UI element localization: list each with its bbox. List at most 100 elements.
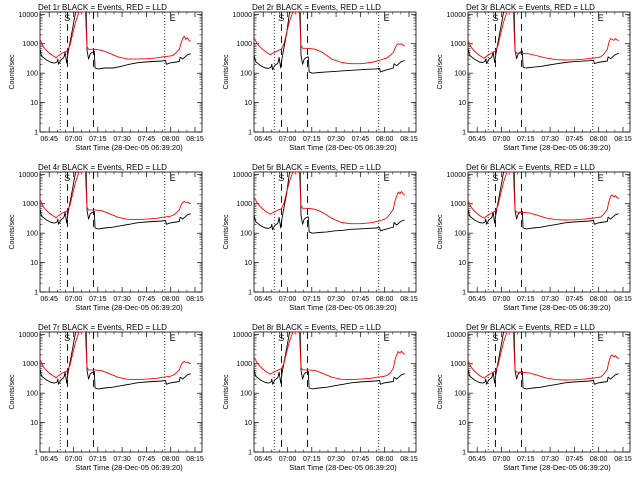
y-tick-label: 1 xyxy=(248,290,252,297)
series-line-events xyxy=(40,172,191,230)
series-line-lld xyxy=(468,332,619,381)
marker-label-start: S xyxy=(64,173,70,183)
axes-frame xyxy=(39,171,203,293)
y-tick-label: 10000 xyxy=(19,172,39,179)
y-tick-label: 10 xyxy=(458,100,466,107)
chart-panel-2: Det 2r BLACK = Events, RED = LLD 1 10 100 10… xyxy=(223,3,418,152)
x-tick-label: 07:15 xyxy=(303,456,321,463)
y-tick-label: 10 xyxy=(458,420,466,427)
chart-panel-9: Det 9r BLACK = Events, RED = LLD 1 10 100 10… xyxy=(437,323,632,472)
x-tick-label: 08:15 xyxy=(614,136,632,143)
x-axis-label: Start Time (28-Dec-05 06:39:20) xyxy=(503,463,611,472)
x-tick-label: 08:15 xyxy=(186,456,204,463)
y-tick-label: 10000 xyxy=(447,12,467,19)
x-tick-label: 08:15 xyxy=(186,296,204,303)
x-tick-label: 08:00 xyxy=(590,456,608,463)
series-group xyxy=(40,332,191,390)
series-group xyxy=(40,172,191,230)
y-tick-label: 1 xyxy=(34,450,38,457)
axes-frame xyxy=(253,171,417,293)
y-tick-label: 1 xyxy=(248,130,252,137)
y-tick-label: 1000 xyxy=(450,41,466,48)
y-tick-label: 1 xyxy=(462,450,466,457)
x-tick-label: 07:30 xyxy=(113,296,131,303)
series-group xyxy=(254,172,405,234)
x-axis-label: Start Time (28-Dec-05 06:39:20) xyxy=(503,143,611,152)
y-tick-label: 10 xyxy=(244,100,252,107)
x-tick-label: 07:15 xyxy=(517,456,535,463)
panel-title: Det 8r BLACK = Events, RED = LLD xyxy=(252,323,381,332)
panel-title: Det 3r BLACK = Events, RED = LLD xyxy=(466,3,595,12)
y-tick-label: 10 xyxy=(458,260,466,267)
x-tick-label: 07:00 xyxy=(279,456,297,463)
panel-title: Det 7r BLACK = Events, RED = LLD xyxy=(38,323,167,332)
y-tick-label: 100 xyxy=(454,391,466,398)
x-axis-label: Start Time (28-Dec-05 06:39:20) xyxy=(289,463,397,472)
y-tick-label: 10 xyxy=(30,100,38,107)
y-tick-label: 100 xyxy=(26,231,38,238)
series-line-events xyxy=(40,12,191,70)
y-tick-label: 10000 xyxy=(233,12,253,19)
chart-panel-8: Det 8r BLACK = Events, RED = LLD 1 10 100 10… xyxy=(223,323,418,472)
x-tick-label: 06:45 xyxy=(40,456,58,463)
x-tick-label: 07:00 xyxy=(493,456,511,463)
y-tick-label: 10 xyxy=(30,260,38,267)
x-tick-label: 08:00 xyxy=(376,296,394,303)
y-tick-label: 1000 xyxy=(450,361,466,368)
y-tick-label: 10000 xyxy=(19,332,39,339)
y-axis-label: Counts/sec xyxy=(223,54,230,90)
y-tick-label: 1000 xyxy=(22,361,38,368)
x-tick-label: 07:15 xyxy=(89,456,107,463)
series-group xyxy=(254,12,405,74)
y-tick-label: 10000 xyxy=(233,332,253,339)
x-tick-label: 08:00 xyxy=(376,136,394,143)
chart-panel-5: Det 5r BLACK = Events, RED = LLD 1 10 100 10… xyxy=(223,163,418,312)
marker-label-end: E xyxy=(170,333,176,343)
panel-title: Det 2r BLACK = Events, RED = LLD xyxy=(252,3,381,12)
marker-label-end: E xyxy=(598,173,604,183)
marker-label-end: E xyxy=(384,13,390,23)
marker-label-end: E xyxy=(598,333,604,343)
x-tick-label: 06:45 xyxy=(254,136,272,143)
x-tick-label: 06:45 xyxy=(468,456,486,463)
axes-frame xyxy=(467,331,631,453)
series-line-events xyxy=(40,332,191,390)
x-tick-label: 08:15 xyxy=(614,456,632,463)
x-tick-label: 07:45 xyxy=(352,456,370,463)
x-tick-label: 07:30 xyxy=(327,456,345,463)
y-axis-label: Counts/sec xyxy=(223,374,230,410)
y-axis-label: Counts/sec xyxy=(437,214,444,250)
x-tick-label: 06:45 xyxy=(468,296,486,303)
x-tick-label: 07:00 xyxy=(493,136,511,143)
x-axis-label: Start Time (28-Dec-05 06:39:20) xyxy=(289,143,397,152)
y-tick-label: 10 xyxy=(244,260,252,267)
x-tick-label: 07:30 xyxy=(541,136,559,143)
marker-label-start: S xyxy=(278,13,284,23)
marker-label-start: S xyxy=(278,333,284,343)
x-tick-label: 07:45 xyxy=(566,136,584,143)
x-axis-label: Start Time (28-Dec-05 06:39:20) xyxy=(75,303,183,312)
x-axis-label: Start Time (28-Dec-05 06:39:20) xyxy=(75,463,183,472)
x-tick-label: 07:45 xyxy=(566,296,584,303)
x-tick-label: 07:00 xyxy=(279,136,297,143)
marker-label-start: S xyxy=(492,173,498,183)
y-tick-label: 10000 xyxy=(447,172,467,179)
y-axis-label: Counts/sec xyxy=(9,374,16,410)
x-axis-label: Start Time (28-Dec-05 06:39:20) xyxy=(503,303,611,312)
x-tick-label: 07:00 xyxy=(279,296,297,303)
x-tick-label: 06:45 xyxy=(40,136,58,143)
x-tick-label: 07:30 xyxy=(327,296,345,303)
panel-title: Det 5r BLACK = Events, RED = LLD xyxy=(252,163,381,172)
y-axis-label: Counts/sec xyxy=(9,214,16,250)
marker-label-end: E xyxy=(384,173,390,183)
y-tick-label: 100 xyxy=(454,231,466,238)
series-line-lld xyxy=(40,332,191,381)
series-line-lld xyxy=(40,172,191,221)
chart-panel-7: Det 7r BLACK = Events, RED = LLD 1 10 100 10… xyxy=(9,323,204,472)
x-tick-label: 07:30 xyxy=(113,456,131,463)
y-tick-label: 1 xyxy=(248,450,252,457)
y-tick-label: 1000 xyxy=(236,361,252,368)
axes-frame xyxy=(39,11,203,133)
x-tick-label: 07:45 xyxy=(138,456,156,463)
marker-label-start: S xyxy=(492,333,498,343)
